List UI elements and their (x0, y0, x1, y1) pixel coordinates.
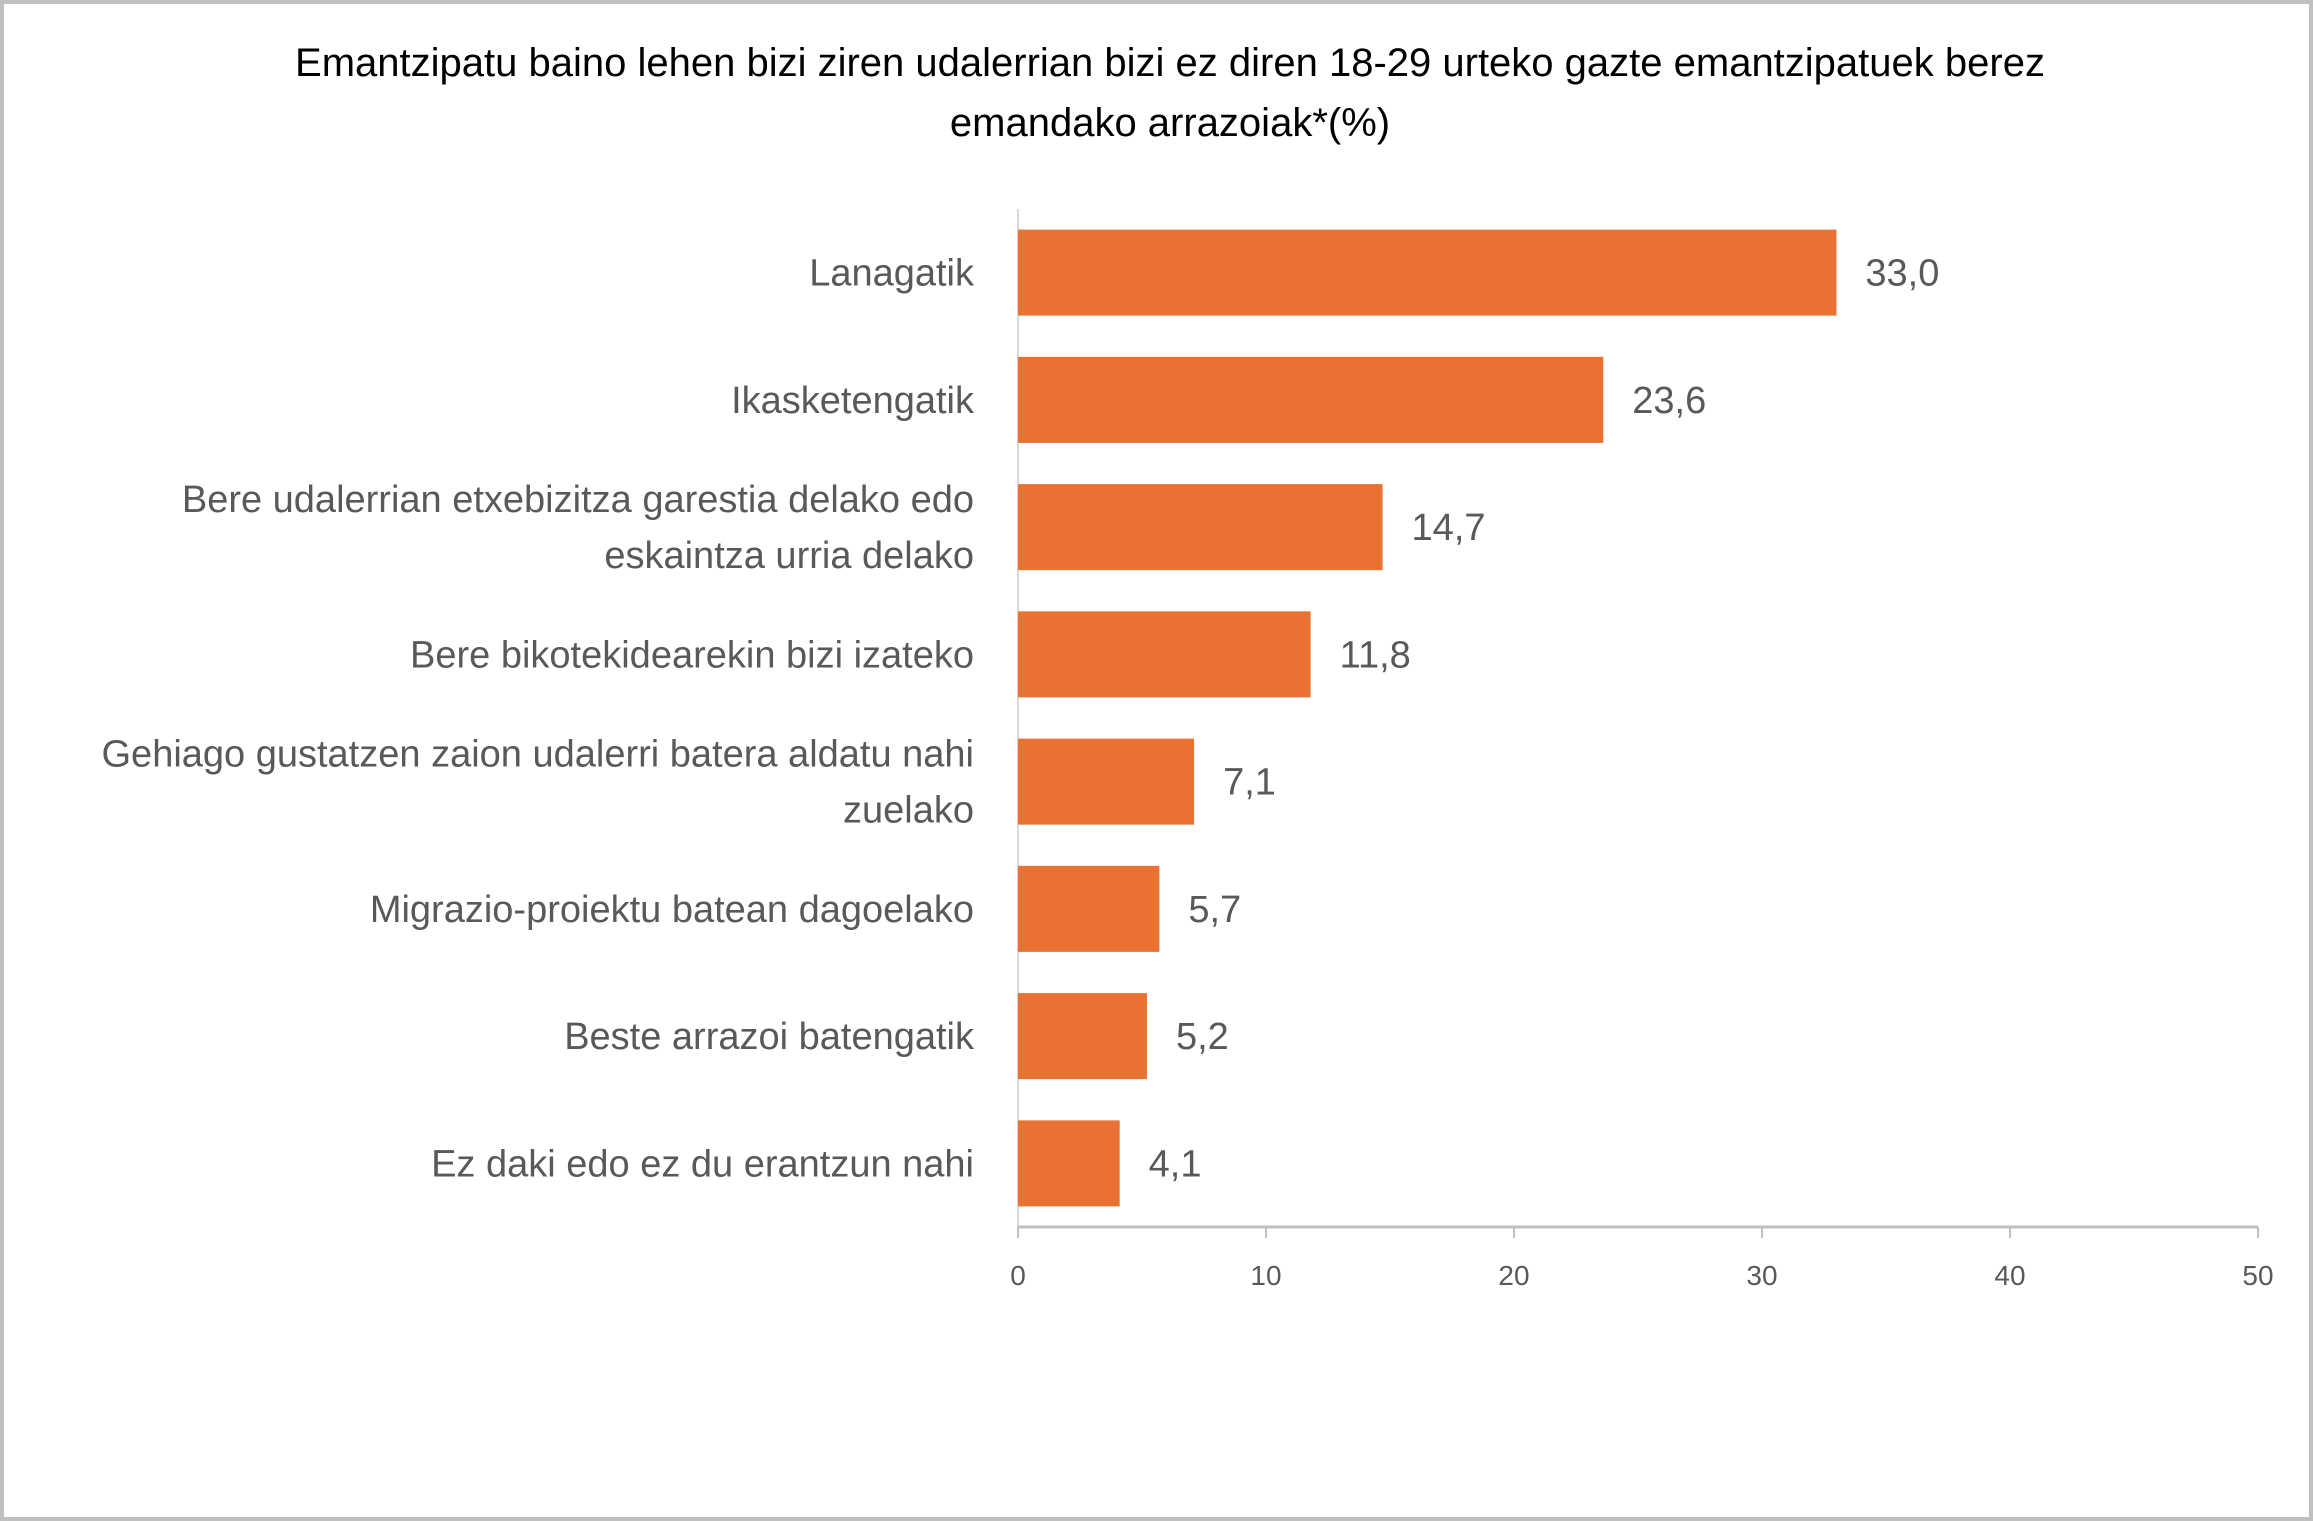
bar (1018, 484, 1383, 571)
data-label: 5,2 (1176, 1016, 1229, 1058)
bar (1018, 356, 1604, 443)
category-label: Ez daki edo ez du erantzun nahi (431, 1143, 974, 1185)
category-label: Bere bikotekidearekin bizi izateko (410, 634, 974, 676)
category-label: eskaintza urria delako (604, 535, 974, 577)
category-label: Migrazio-proiektu batean dagoelako (370, 889, 974, 931)
x-tick-label: 10 (1250, 1260, 1281, 1291)
data-label: 5,7 (1188, 889, 1241, 931)
category-label: Beste arrazoi batengatik (564, 1016, 975, 1058)
data-label: 14,7 (1412, 507, 1486, 549)
chart-title-line-1: Emantzipatu baino lehen bizi ziren udale… (295, 41, 2045, 85)
bar (1018, 993, 1147, 1080)
data-label: 7,1 (1223, 762, 1276, 804)
bar (1018, 611, 1311, 698)
chart-title-line-2: emandako arrazoiak*(%) (950, 101, 1390, 145)
bar (1018, 865, 1160, 952)
category-label: Lanagatik (809, 253, 975, 295)
x-tick-label: 40 (1994, 1260, 2025, 1291)
category-label: Bere udalerrian etxebizitza garestia del… (182, 479, 974, 521)
category-label: zuelako (843, 790, 974, 832)
data-label: 23,6 (1632, 380, 1706, 422)
data-label: 33,0 (1865, 253, 1939, 295)
data-label: 4,1 (1149, 1143, 1202, 1185)
x-tick-label: 0 (1010, 1260, 1026, 1291)
x-tick-label: 50 (2242, 1260, 2273, 1291)
x-tick-label: 30 (1746, 1260, 1777, 1291)
bar (1018, 229, 1837, 316)
category-label: Gehiago gustatzen zaion udalerri batera … (102, 734, 975, 776)
bar (1018, 1120, 1120, 1207)
data-label: 11,8 (1340, 634, 1411, 676)
bar (1018, 738, 1195, 825)
x-tick-label: 20 (1498, 1260, 1529, 1291)
category-label: Ikasketengatik (731, 380, 975, 422)
